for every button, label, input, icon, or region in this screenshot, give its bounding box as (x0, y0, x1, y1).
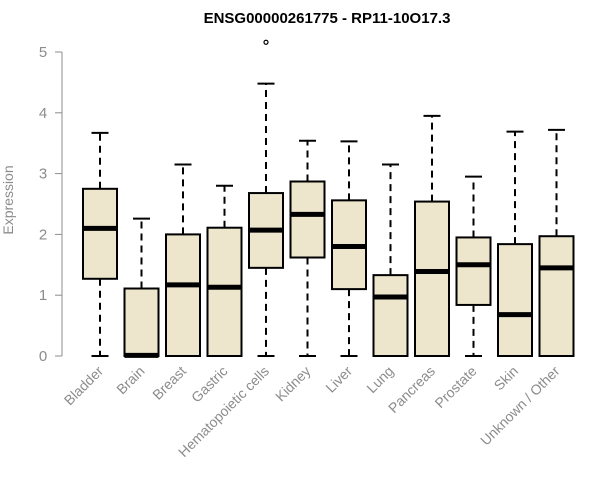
y-tick-label: 3 (39, 166, 47, 183)
y-axis-label: Expression (0, 165, 16, 234)
iqr-box (538, 235, 575, 357)
y-tick-label: 1 (39, 287, 47, 304)
iqr-box (82, 187, 118, 280)
x-tick-label: Skin (491, 363, 522, 394)
y-tick-label: 0 (39, 348, 47, 365)
box-hematopoietic-cells (248, 39, 284, 357)
x-tick-label: Kidney (272, 363, 314, 405)
y-tick-label: 5 (39, 44, 47, 61)
y-axis: 0 1 2 3 4 5 (39, 44, 63, 365)
box-pancreas (414, 114, 450, 357)
iqr-box (414, 200, 450, 357)
box-bladder (82, 131, 118, 357)
boxes-group (82, 39, 575, 358)
iqr-box (165, 233, 201, 357)
x-tick-label: Lung (363, 363, 396, 396)
chart-title: ENSG00000261775 - RP11-10O17.3 (204, 10, 451, 27)
box-lung (372, 163, 409, 357)
box-gastric (206, 184, 243, 357)
iqr-box (372, 274, 409, 357)
box-skin (497, 130, 533, 358)
x-tick-label: Prostate (431, 363, 479, 411)
box-kidney (289, 139, 326, 357)
iqr-box (289, 180, 326, 259)
outlier-point (263, 39, 269, 45)
iqr-box (123, 287, 160, 357)
x-tick-label: Breast (149, 363, 189, 403)
iqr-box (455, 236, 492, 306)
box-prostate (455, 175, 492, 357)
box-liver (331, 140, 367, 357)
box-breast (165, 163, 201, 357)
x-tick-label: Brain (113, 363, 147, 397)
iqr-box (206, 226, 243, 357)
box-brain (123, 217, 160, 358)
x-tick-label: Unknown / Other (477, 363, 563, 449)
y-tick-label: 4 (39, 105, 47, 122)
x-tick-label: Bladder (61, 363, 107, 409)
iqr-box (497, 243, 533, 358)
box-unknown-other (538, 128, 575, 357)
x-tick-label: Liver (322, 363, 355, 396)
y-tick-label: 2 (39, 226, 47, 243)
